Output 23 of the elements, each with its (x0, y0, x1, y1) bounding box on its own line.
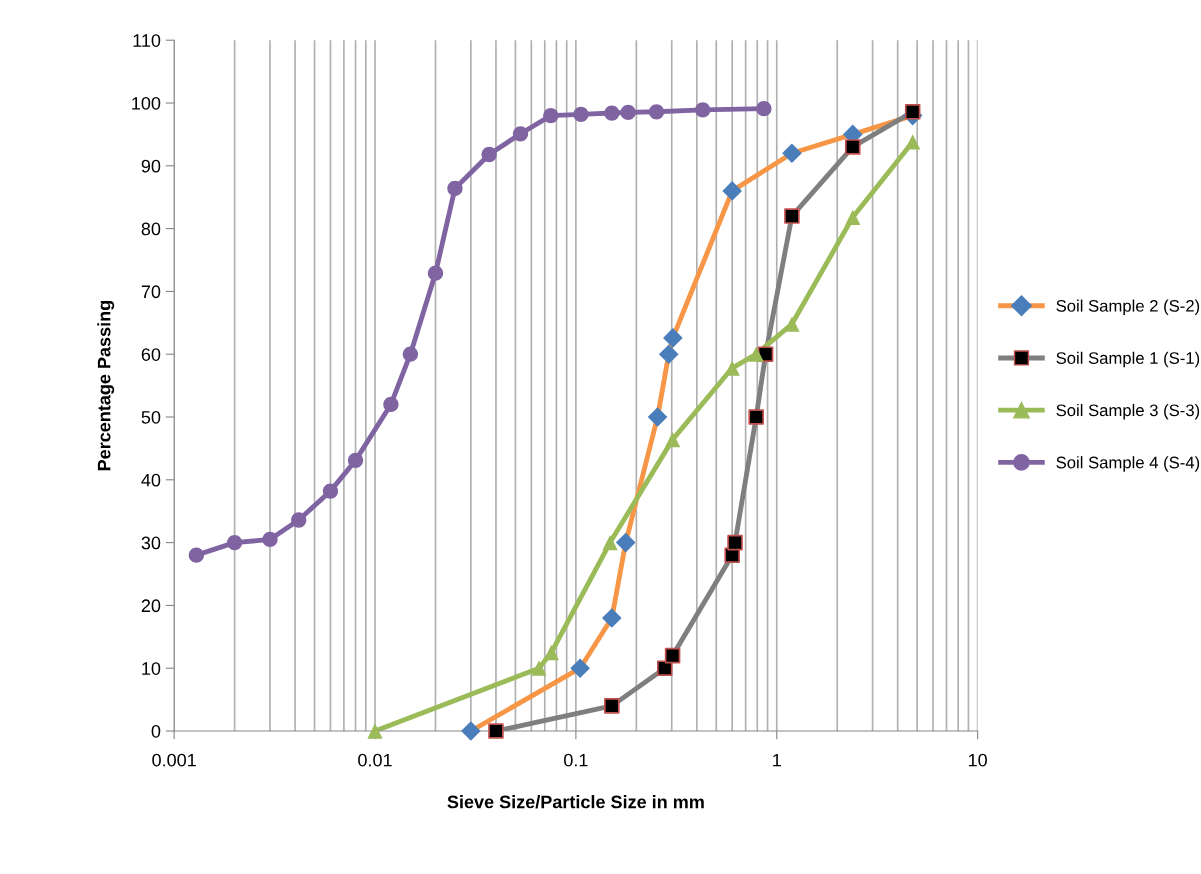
legend-label: Soil Sample 3 (S-3) (1056, 403, 1200, 420)
x-tick-label: 10 (968, 753, 987, 767)
y-tick-label: 80 (141, 222, 161, 236)
y-tick-label: 100 (132, 96, 161, 110)
legend-label: Soil Sample 4 (S-4) (1056, 456, 1200, 472)
y-tick-label: 70 (141, 285, 161, 299)
y-tick-label: 90 (141, 159, 161, 173)
y-tick-label: 20 (141, 599, 161, 613)
x-tick-label: 0.1 (564, 753, 588, 767)
y-tick-label: 60 (141, 348, 161, 361)
x-tick-label: 1 (773, 753, 781, 767)
x-axis-title: Sieve Size/Particle Size in mm (447, 795, 704, 809)
y-tick-label: 40 (141, 473, 161, 487)
x-tick-label: 0.01 (358, 753, 392, 767)
y-axis-title: Percentage Passing (97, 301, 115, 471)
y-tick-label: 50 (141, 410, 161, 424)
y-tick-label: 10 (142, 662, 161, 675)
legend-label: Soil Sample 2 (S-2) (1056, 299, 1200, 316)
y-tick-label: 110 (133, 34, 161, 47)
legend-label: Soil Sample 1 (S-1) (1056, 351, 1200, 368)
y-tick-label: 0 (151, 724, 161, 738)
x-tick-label: 0.001 (152, 753, 196, 767)
y-tick-label: 30 (141, 536, 161, 550)
